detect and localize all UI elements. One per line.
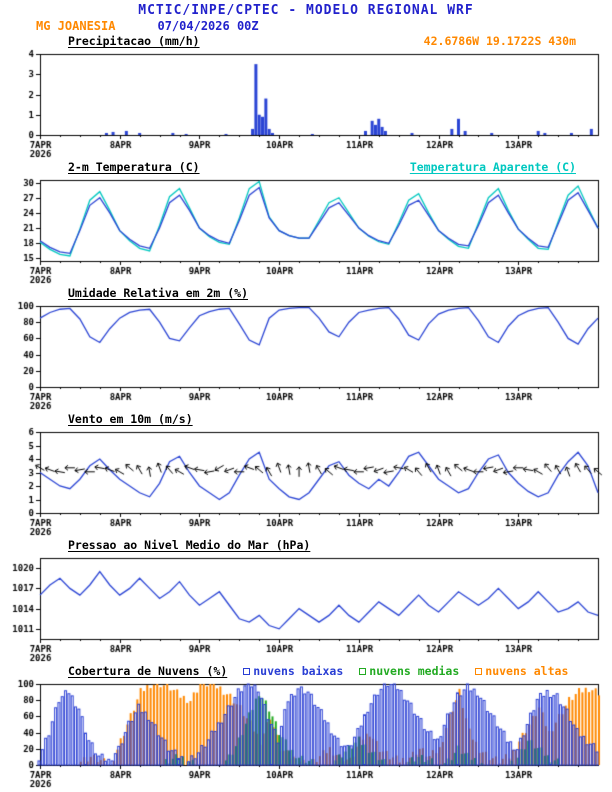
panel-pressure: Pressao ao Nivel Medio do Mar (hPa) xyxy=(0,537,612,663)
precipitation-title-row: Precipitacao (mm/h) 42.6786W 19.1722S 43… xyxy=(0,33,612,48)
high-clouds-swatch-icon xyxy=(475,668,483,675)
header: MCTIC/INPE/CPTEC - MODELO REGIONAL WRF M… xyxy=(0,0,612,33)
humidity-title: Umidade Relativa em 2m (%) xyxy=(68,286,249,300)
station-name: MG JOANESIA xyxy=(36,19,116,33)
legend-mid-clouds: nuvens medias xyxy=(359,665,459,678)
low-clouds-swatch-icon xyxy=(243,668,251,675)
wind-title: Vento em 10m (m/s) xyxy=(68,412,193,426)
precipitation-chart xyxy=(0,48,612,159)
station-coordinates: 42.6786W 19.1722S 430m xyxy=(423,34,576,48)
cloud-cover-chart xyxy=(0,678,612,789)
panel-precipitation: Precipitacao (mm/h) 42.6786W 19.1722S 43… xyxy=(0,33,612,159)
pressure-title-row: Pressao ao Nivel Medio do Mar (hPa) xyxy=(0,537,612,552)
high-clouds-label: nuvens altas xyxy=(485,664,569,678)
mid-clouds-label: nuvens medias xyxy=(369,664,460,678)
panel-temperature: 2-m Temperatura (C) Temperatura Aparente… xyxy=(0,159,612,285)
humidity-chart xyxy=(0,300,612,411)
run-datetime: 07/04/2026 00Z xyxy=(157,19,259,33)
cloud-cover-title: Cobertura de Nuvens (%) xyxy=(68,664,228,678)
precipitation-title: Precipitacao (mm/h) xyxy=(68,34,200,48)
cloud-title-row: Cobertura de Nuvens (%) nuvens baixas nu… xyxy=(0,663,612,678)
wind-title-row: Vento em 10m (m/s) xyxy=(0,411,612,426)
pressure-chart xyxy=(0,552,612,663)
temperature-title-row: 2-m Temperatura (C) Temperatura Aparente… xyxy=(0,159,612,174)
pressure-title: Pressao ao Nivel Medio do Mar (hPa) xyxy=(68,538,311,552)
model-title: MCTIC/INPE/CPTEC - MODELO REGIONAL WRF xyxy=(138,3,474,18)
panel-relative-humidity: Umidade Relativa em 2m (%) xyxy=(0,285,612,411)
mid-clouds-swatch-icon xyxy=(359,668,367,675)
temperature-chart xyxy=(0,174,612,285)
legend-high-clouds: nuvens altas xyxy=(475,665,568,678)
wind-chart xyxy=(0,426,612,537)
temperature-title: 2-m Temperatura (C) xyxy=(68,160,200,174)
legend-low-clouds: nuvens baixas xyxy=(243,665,343,678)
apparent-temperature-label: Temperatura Aparente (C) xyxy=(409,160,576,174)
humidity-title-row: Umidade Relativa em 2m (%) xyxy=(0,285,612,300)
low-clouds-label: nuvens baixas xyxy=(253,664,344,678)
panel-cloud-cover: Cobertura de Nuvens (%) nuvens baixas nu… xyxy=(0,663,612,789)
header-subtitle-row: MG JOANESIA 07/04/2026 00Z xyxy=(0,19,612,33)
panel-wind: Vento em 10m (m/s) xyxy=(0,411,612,537)
